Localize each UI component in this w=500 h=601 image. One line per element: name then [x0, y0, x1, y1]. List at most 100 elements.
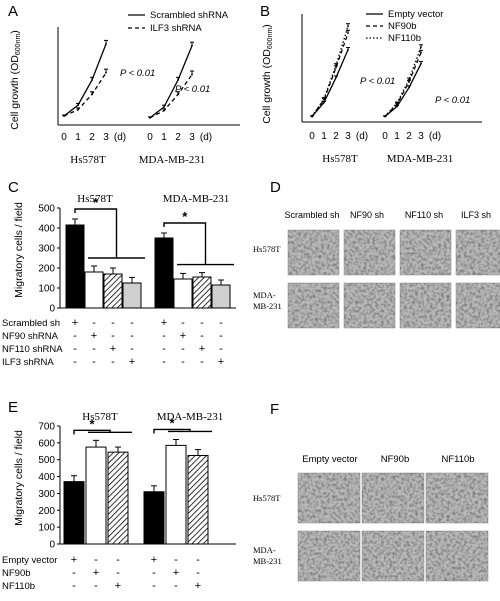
cell-line-b-0: Hs578T: [322, 153, 358, 165]
pvalue-a-1: P < 0.01: [120, 68, 155, 79]
legend-b-2: NF110b: [388, 33, 421, 44]
data-point: [323, 101, 325, 104]
table-sign: -: [152, 567, 156, 579]
bar: [187, 455, 209, 545]
cell-line-e-1: MDA-MB-231: [157, 411, 224, 423]
significance-star: *: [169, 415, 175, 430]
table-sign: -: [130, 343, 134, 355]
legend-a-1: ILF3 shRNA: [150, 23, 202, 34]
x-tick-label: 1: [321, 131, 327, 142]
table-sign: -: [162, 356, 166, 368]
table-row-label: NF90b: [2, 568, 31, 579]
bar: [103, 273, 123, 309]
table-sign: -: [196, 554, 200, 566]
table-sign: -: [92, 317, 96, 329]
row-label-f-1b: MB-231: [253, 556, 282, 566]
panel-a-line-chart: A Cell growth (OD600nm) 0 1 2 3 (d) 0 1 2 3 (d) S…: [8, 3, 240, 166]
cell-line-c-1: MDA-MB-231: [163, 193, 230, 205]
table-sign: +: [115, 580, 121, 592]
bar: [85, 446, 107, 545]
table-sign: -: [196, 567, 200, 579]
table-row-label: ILF3 shRNA: [2, 357, 54, 368]
table-row-label: Empty vector: [2, 555, 57, 566]
legend-b-0: Empty vector: [388, 9, 443, 20]
y-tick-label: 100: [38, 284, 55, 295]
table-sign: -: [116, 554, 120, 566]
micrograph-texture: [288, 283, 339, 328]
micrograph-texture: [426, 531, 488, 581]
x-tick-label: 2: [89, 132, 95, 143]
table-sign: -: [181, 317, 185, 329]
data-point: [420, 51, 422, 54]
col-label-d-2: NF110 sh: [405, 210, 443, 220]
y-tick-label: 0: [49, 304, 55, 315]
series-line: [63, 43, 107, 117]
data-point: [191, 73, 193, 76]
table-sign: +: [180, 330, 186, 342]
micrograph-texture: [298, 473, 360, 523]
col-label-d-1: NF90 sh: [350, 210, 384, 220]
panel-letter-f: F: [270, 401, 279, 418]
y-tick-label: 100: [38, 523, 55, 534]
table-sign: +: [173, 567, 179, 579]
data-point: [105, 43, 107, 45]
bar: [192, 276, 212, 309]
table-sign: -: [94, 554, 98, 566]
y-tick-label: 200: [38, 506, 55, 517]
col-label-f-2: NF110b: [441, 454, 474, 465]
table-sign: +: [151, 554, 157, 566]
series-line: [311, 26, 349, 117]
panel-e-bar-chart: E Migratory cells / field Hs578T MDA-MB-…: [2, 399, 236, 592]
data-point: [311, 115, 313, 118]
panel-a-y-label: Cell growth (OD600nm): [9, 30, 22, 130]
data-point: [177, 79, 179, 81]
panel-c-bar-chart: C Migratory cells / field Hs578T MDA-MB-…: [2, 179, 236, 368]
table-sign: +: [161, 317, 167, 329]
table-sign: -: [219, 330, 223, 342]
x-tick-label: 3: [189, 132, 195, 143]
significance-star: *: [89, 416, 95, 431]
micrograph-texture: [456, 283, 500, 328]
data-point: [396, 102, 398, 105]
table-sign: -: [181, 343, 185, 355]
table-sign: -: [200, 356, 204, 368]
legend-b-1: NF90b: [388, 21, 417, 32]
x-unit-label: (d): [356, 131, 368, 142]
table-sign: -: [73, 330, 77, 342]
cell-line-a-1: MDA-MB-231: [139, 154, 206, 166]
table-sign: -: [174, 580, 178, 592]
table-sign: -: [92, 343, 96, 355]
significance-bracket: [73, 429, 111, 435]
table-sign: -: [130, 330, 134, 342]
data-point: [163, 106, 165, 108]
x-tick-label: 1: [394, 131, 400, 142]
table-sign: -: [219, 343, 223, 355]
x-tick-label: 3: [103, 132, 109, 143]
panel-letter-a: A: [8, 3, 18, 20]
y-tick-label: 500: [38, 455, 55, 466]
table-sign: -: [152, 580, 156, 592]
data-point: [420, 46, 422, 48]
data-point: [408, 78, 410, 81]
panel-c-y-label: Migratory cells / field: [13, 202, 25, 298]
x-unit-label: (d): [429, 131, 441, 142]
bar: [63, 481, 85, 545]
data-point: [347, 32, 349, 35]
bar: [65, 224, 85, 309]
table-sign: -: [94, 580, 98, 592]
data-point: [63, 115, 65, 117]
bar: [107, 451, 129, 545]
data-point: [149, 116, 151, 119]
cell-line-b-1: MDA-MB-231: [387, 153, 454, 165]
table-sign: +: [199, 343, 205, 355]
table-sign: -: [72, 567, 76, 579]
table-sign: -: [72, 580, 76, 592]
data-point: [105, 71, 107, 74]
micrograph-texture: [426, 473, 488, 523]
data-point: [335, 66, 337, 69]
x-unit-label: (d): [114, 132, 126, 143]
table-sign: -: [73, 356, 77, 368]
series-line: [63, 72, 107, 117]
significance-bracket: [153, 428, 191, 434]
micrograph-texture: [298, 531, 360, 581]
